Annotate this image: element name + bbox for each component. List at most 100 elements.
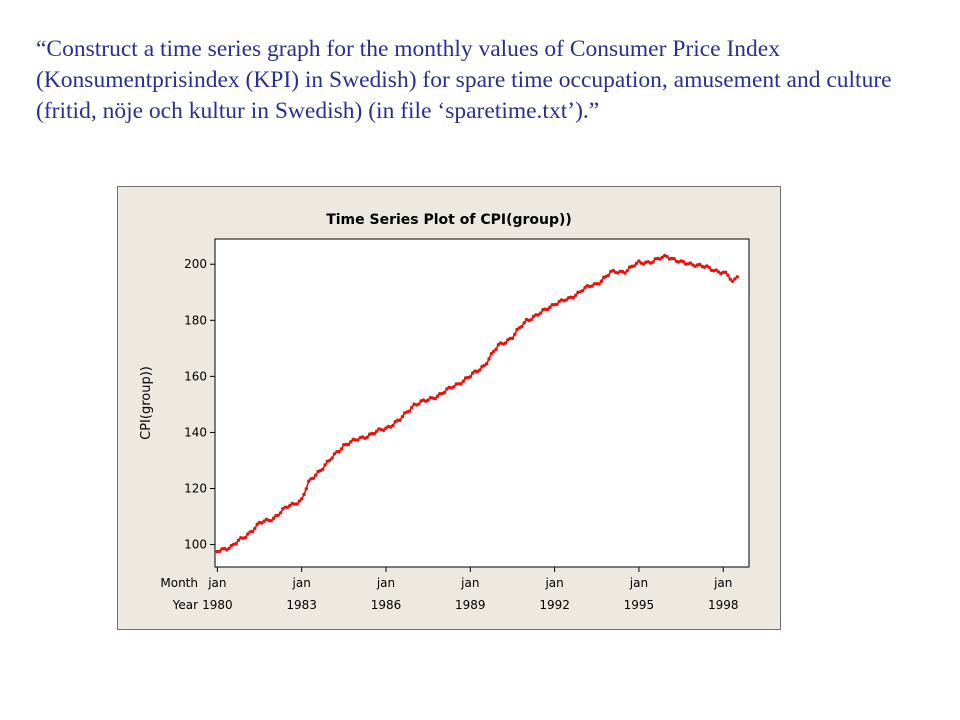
data-point [461, 379, 465, 383]
data-point [236, 538, 241, 542]
data-point [651, 260, 655, 264]
x-tick-label-year: 1992 [539, 598, 570, 612]
data-point [356, 438, 360, 442]
x-tick-label-year: 1980 [202, 598, 233, 612]
data-point [218, 549, 222, 553]
data-point [372, 432, 376, 436]
data-point [410, 405, 414, 410]
data-point [314, 473, 318, 477]
time-series-chart: Time Series Plot of CPI(group)) CPI(grou… [139, 212, 750, 612]
data-point [337, 449, 341, 454]
data-point [304, 487, 308, 491]
data-point [323, 463, 327, 467]
data-point [538, 311, 543, 315]
data-point [253, 526, 257, 531]
x-row-label-year: Year [172, 598, 198, 612]
data-point [548, 305, 552, 309]
data-point [391, 423, 395, 428]
x-tick-label-month: jan [207, 576, 226, 590]
data-point [658, 257, 662, 261]
data-point [400, 415, 405, 419]
y-axis: 100 120 140 160 180 200 [184, 257, 215, 552]
data-point [730, 279, 735, 283]
data-point [417, 402, 421, 406]
data-point [311, 476, 316, 480]
data-point [529, 318, 533, 322]
plot-area [214, 238, 750, 568]
y-tick-label: 180 [184, 313, 207, 327]
y-tick-label: 140 [184, 425, 207, 439]
data-point [452, 385, 456, 389]
data-point [485, 361, 489, 366]
data-point [339, 447, 344, 451]
data-point [243, 535, 248, 540]
data-point [302, 492, 306, 497]
data-point [489, 351, 494, 356]
data-point [726, 273, 730, 277]
data-point [597, 282, 601, 286]
x-tick-label-year: 1983 [286, 598, 317, 612]
data-point [522, 321, 526, 325]
data-point [365, 435, 369, 439]
data-point [564, 298, 568, 302]
data-point [583, 285, 587, 290]
data-point [407, 409, 412, 413]
chart-title: Time Series Plot of CPI(group)) [326, 212, 572, 228]
data-point [288, 503, 292, 508]
x-tick-label-year: 1989 [455, 598, 486, 612]
data-point [733, 277, 737, 281]
data-point [574, 293, 578, 297]
data-point [435, 394, 440, 398]
x-tick-label-year: 1998 [708, 598, 739, 612]
data-point [426, 398, 430, 402]
x-tick-label-year: 1986 [371, 598, 402, 612]
data-point [581, 289, 585, 293]
data-point [494, 347, 498, 351]
data-point [513, 332, 517, 336]
series-layer [215, 253, 739, 554]
data-point [459, 382, 463, 386]
x-tick-label-month: jan [460, 576, 479, 590]
data-point [300, 497, 304, 501]
x-tick-label-month: jan [713, 576, 732, 590]
data-point [262, 519, 266, 523]
x-row-label-month: Month [160, 576, 198, 590]
data-point [234, 541, 238, 546]
x-tick-label-month: jan [292, 576, 311, 590]
data-point [433, 397, 437, 401]
x-tick-label-month: jan [544, 576, 563, 590]
y-tick-label: 100 [184, 538, 207, 552]
data-point [620, 269, 625, 274]
data-point [665, 254, 669, 259]
data-point [545, 307, 550, 312]
data-point [698, 262, 702, 267]
y-tick-label: 160 [184, 369, 207, 383]
data-point [707, 265, 711, 269]
x-axis: jan 1980 jan 1983 jan 1986 jan 1989 jan 1992 jan 19… [202, 567, 739, 612]
data-point [295, 502, 299, 506]
data-point [606, 273, 611, 277]
data-point [611, 268, 615, 273]
x-tick-label-month: jan [629, 576, 648, 590]
data-point [349, 440, 353, 444]
data-point [269, 519, 273, 523]
data-point [510, 336, 515, 340]
data-point [721, 270, 725, 274]
data-point [634, 261, 639, 265]
chart-panel: Time Series Plot of CPI(group)) CPI(grou… [117, 186, 781, 630]
data-point [398, 418, 402, 422]
data-point [681, 260, 686, 264]
data-point [250, 529, 255, 534]
data-point [723, 270, 728, 274]
data-point [728, 277, 732, 281]
data-point [531, 314, 536, 319]
x-tick-label-year: 1995 [624, 598, 655, 612]
data-point [438, 392, 442, 396]
data-point [492, 349, 496, 354]
data-point [307, 479, 311, 483]
data-point [260, 521, 264, 525]
data-point [278, 511, 283, 515]
data-point [637, 259, 641, 263]
data-point [353, 438, 358, 442]
data-point [571, 296, 575, 300]
